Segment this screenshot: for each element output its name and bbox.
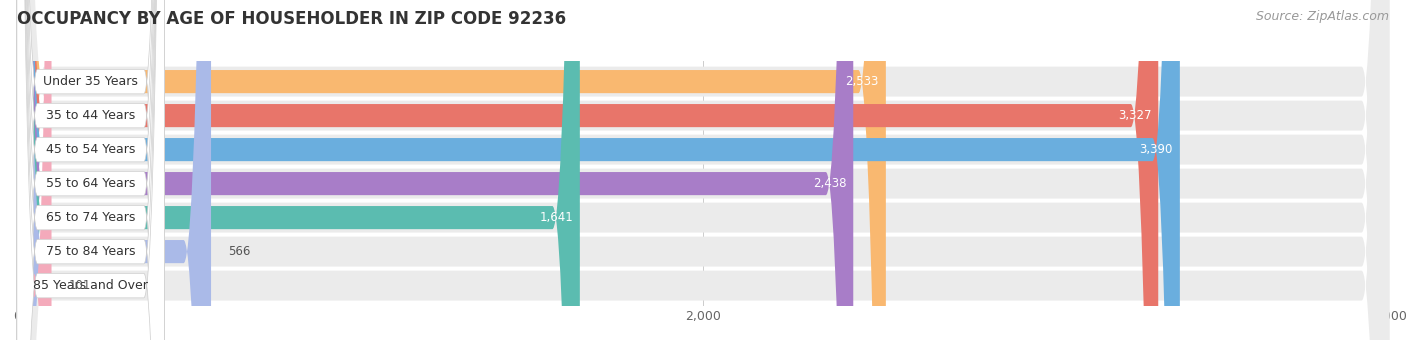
FancyBboxPatch shape xyxy=(17,0,165,340)
Text: Source: ZipAtlas.com: Source: ZipAtlas.com xyxy=(1256,10,1389,23)
FancyBboxPatch shape xyxy=(17,0,1389,340)
FancyBboxPatch shape xyxy=(17,0,165,340)
FancyBboxPatch shape xyxy=(17,0,165,340)
FancyBboxPatch shape xyxy=(17,0,1389,340)
FancyBboxPatch shape xyxy=(17,0,52,340)
Text: 85 Years and Over: 85 Years and Over xyxy=(34,279,148,292)
Text: 1,641: 1,641 xyxy=(540,211,574,224)
FancyBboxPatch shape xyxy=(17,0,1389,340)
FancyBboxPatch shape xyxy=(17,0,165,340)
FancyBboxPatch shape xyxy=(17,0,211,340)
Text: 3,390: 3,390 xyxy=(1140,143,1173,156)
FancyBboxPatch shape xyxy=(17,0,165,340)
FancyBboxPatch shape xyxy=(17,0,165,340)
FancyBboxPatch shape xyxy=(17,0,886,340)
Text: 3,327: 3,327 xyxy=(1118,109,1152,122)
FancyBboxPatch shape xyxy=(17,0,1180,340)
FancyBboxPatch shape xyxy=(17,0,579,340)
FancyBboxPatch shape xyxy=(17,0,1159,340)
Text: 2,533: 2,533 xyxy=(845,75,879,88)
FancyBboxPatch shape xyxy=(17,0,1389,340)
Text: 75 to 84 Years: 75 to 84 Years xyxy=(46,245,135,258)
FancyBboxPatch shape xyxy=(17,0,1389,340)
FancyBboxPatch shape xyxy=(17,0,853,340)
Text: 45 to 54 Years: 45 to 54 Years xyxy=(46,143,135,156)
Text: 101: 101 xyxy=(69,279,91,292)
Text: 566: 566 xyxy=(228,245,250,258)
Text: 2,438: 2,438 xyxy=(813,177,846,190)
Text: 65 to 74 Years: 65 to 74 Years xyxy=(46,211,135,224)
Text: OCCUPANCY BY AGE OF HOUSEHOLDER IN ZIP CODE 92236: OCCUPANCY BY AGE OF HOUSEHOLDER IN ZIP C… xyxy=(17,10,567,28)
FancyBboxPatch shape xyxy=(17,0,1389,340)
Text: Under 35 Years: Under 35 Years xyxy=(44,75,138,88)
FancyBboxPatch shape xyxy=(17,0,1389,340)
Text: 35 to 44 Years: 35 to 44 Years xyxy=(46,109,135,122)
Text: 55 to 64 Years: 55 to 64 Years xyxy=(46,177,135,190)
FancyBboxPatch shape xyxy=(17,0,165,340)
